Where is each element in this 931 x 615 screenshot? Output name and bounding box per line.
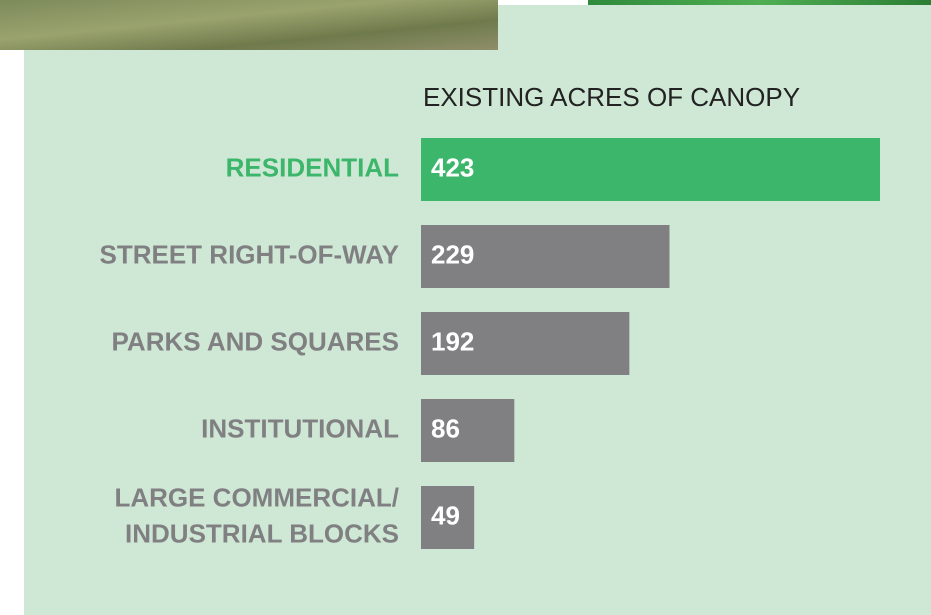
chart-title: EXISTING ACRES OF CANOPY	[423, 82, 800, 112]
page: EXISTING ACRES OF CANOPY RESIDENTIAL 423 S…	[0, 0, 931, 615]
category-label: PARKS AND SQUARES	[112, 326, 399, 356]
photo	[588, 0, 931, 5]
category-label: INSTITUTIONAL	[201, 413, 399, 443]
value-label: 229	[431, 239, 474, 269]
category-label: STREET RIGHT-OF-WAY	[100, 239, 400, 269]
photo	[0, 0, 498, 50]
value-label: 192	[431, 326, 474, 356]
category-label: RESIDENTIAL	[226, 152, 399, 182]
value-label: 423	[431, 152, 474, 182]
value-label: 49	[431, 500, 460, 530]
value-label: 86	[431, 413, 460, 443]
chart: EXISTING ACRES OF CANOPY RESIDENTIAL 423 S…	[0, 0, 931, 615]
bar	[421, 138, 880, 201]
